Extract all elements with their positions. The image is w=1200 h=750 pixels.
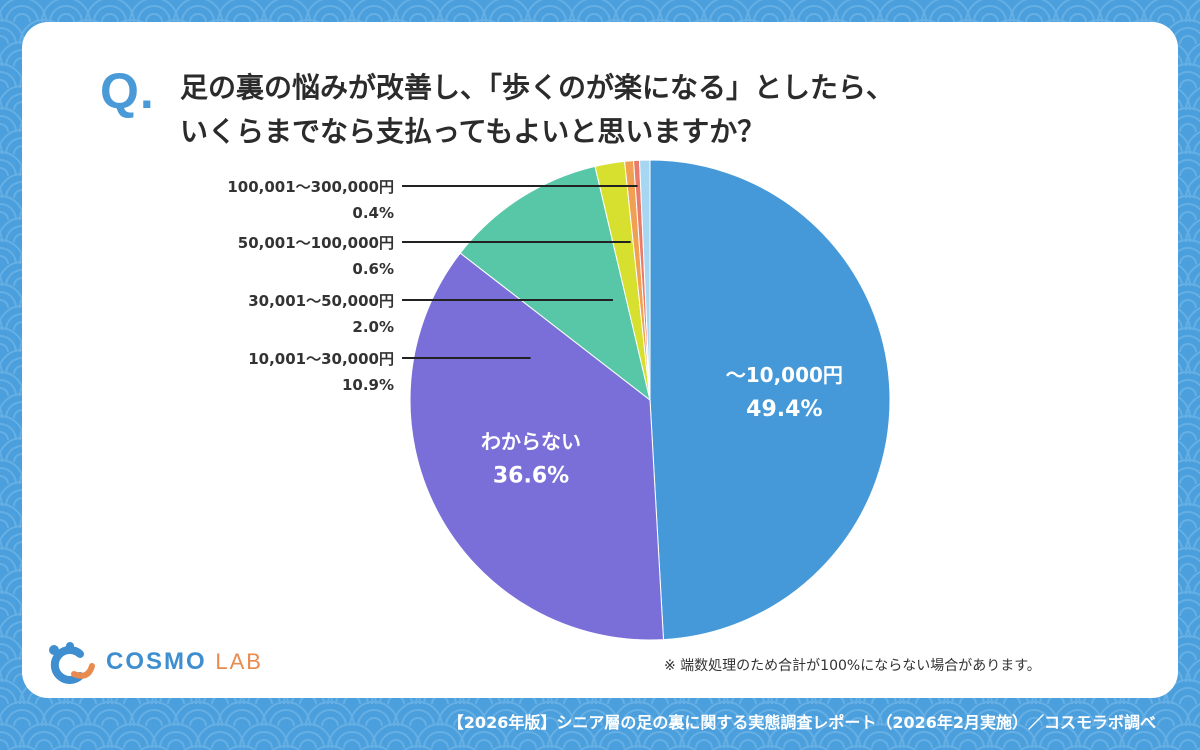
- slice-label-5: 50,001〜100,000円: [238, 234, 394, 252]
- question-title: 足の裏の悩みが改善し、「歩くのが楽になる」としたら、 いくらまでなら支払ってもよ…: [180, 66, 894, 154]
- slice-label-6: 100,001〜300,000円: [227, 178, 394, 196]
- logo-main-text: COSMO: [106, 648, 207, 675]
- slice-label-3: 10,001〜30,000円: [248, 350, 394, 368]
- question-mark-label: Q.: [100, 62, 155, 120]
- pie-slice-7: [638, 159, 651, 401]
- logo-sub-text: LAB: [215, 649, 263, 674]
- question-dot: .: [139, 63, 155, 119]
- slice-label-4: 30,001〜50,000円: [248, 292, 394, 310]
- question-title-line-1: 足の裏の悩みが改善し、「歩くのが楽になる」としたら、: [180, 71, 895, 104]
- slice-label-1: 〜10,000円: [726, 363, 843, 387]
- slice-value-6: 0.4%: [352, 204, 394, 222]
- question-letter: Q: [100, 63, 140, 119]
- cosmo-lab-logo: COSMO LAB: [44, 640, 261, 684]
- slice-value-4: 2.0%: [352, 318, 394, 336]
- slice-value-2: 36.6%: [493, 464, 569, 489]
- pie-slice-3: [459, 165, 651, 402]
- slice-value-3: 10.9%: [342, 376, 394, 394]
- cosmo-lab-logo-icon: [49, 642, 95, 684]
- pie-slice-1: [649, 159, 891, 641]
- slice-value-5: 0.6%: [352, 260, 394, 278]
- pie-slice-2: [409, 252, 665, 641]
- slice-label-2: わからない: [481, 430, 581, 454]
- cosmo-lab-logo-text: COSMO LAB: [106, 648, 263, 676]
- slice-value-1: 49.4%: [746, 397, 822, 422]
- question-title-line-2: いくらまでなら支払ってもよいと思いますか？: [180, 115, 766, 148]
- footer-source: 【2026年版】シニア層の足の裏に関する実態調査レポート（2026年2月実施）／…: [447, 713, 1156, 732]
- rounding-note: ※ 端数処理のため合計が100%にならない場合があります。: [664, 658, 1041, 674]
